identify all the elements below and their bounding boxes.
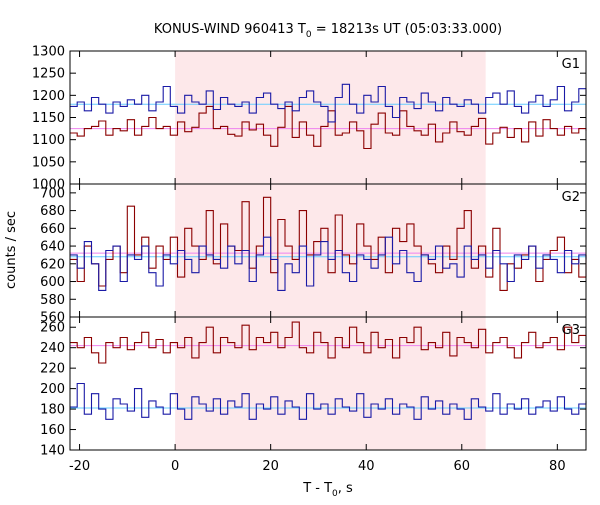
series-red-g3 <box>70 321 587 364</box>
x-tick-label: 60 <box>454 459 471 474</box>
chart-title: KONUS-WIND 960413 T0 = 18213s UT (05:03:… <box>154 22 502 40</box>
y-tick-label: 1250 <box>32 67 65 82</box>
series-blue-g2 <box>70 236 587 291</box>
highlight-interval <box>175 184 486 317</box>
y-tick-label: 200 <box>40 382 65 397</box>
y-tick-label: 1000 <box>32 178 65 193</box>
series-red-g2 <box>70 196 587 291</box>
y-tick-label: 1150 <box>32 111 65 126</box>
y-tick-label: 1100 <box>32 133 65 148</box>
panel-label: G1 <box>562 57 580 72</box>
y-tick-label: 680 <box>40 204 65 219</box>
panel-g3: 140 160 180 200 220 240 260 G3 <box>40 316 587 459</box>
y-tick-label: 180 <box>40 403 65 418</box>
y-tick-label: 1200 <box>32 89 65 104</box>
x-tick-label: 0 <box>171 459 179 474</box>
series-blue-g1 <box>70 83 587 123</box>
x-axis-label: T - T0, s <box>302 481 353 499</box>
panel-frame <box>69 316 587 451</box>
y-tick-label: 240 <box>40 341 65 356</box>
y-tick-label: 220 <box>40 362 65 377</box>
y-tick-label: 640 <box>40 240 65 255</box>
y-tick-label: 160 <box>40 423 65 438</box>
x-tick-label: -20 <box>69 459 90 474</box>
panel-label: G3 <box>562 323 580 338</box>
y-tick-label: 560 <box>40 311 65 326</box>
highlight-interval <box>175 51 486 184</box>
y-tick-label: 140 <box>40 444 65 459</box>
series-blue-g3 <box>70 382 587 420</box>
y-tick-label: 700 <box>40 186 65 201</box>
panel-g2: 560 580 600 620 640 660 680 700 G2 <box>40 183 587 326</box>
y-axis-label: counts / sec <box>4 211 19 289</box>
panel-g1: 1000 1050 1100 1150 1200 1250 1300 G1 <box>32 45 587 193</box>
y-tick-label: 660 <box>40 222 65 237</box>
x-tick-label: 20 <box>262 459 279 474</box>
highlight-interval <box>175 317 486 450</box>
y-tick-label: 260 <box>40 321 65 336</box>
y-tick-label: 1300 <box>32 45 65 60</box>
y-tick-label: 1050 <box>32 155 65 170</box>
panels-layer: 1000105011001150120012501300G15605806006… <box>32 45 587 474</box>
y-tick-label: 600 <box>40 275 65 290</box>
y-tick-label: 620 <box>40 257 65 272</box>
x-tick-label: 40 <box>358 459 375 474</box>
x-tick-label: 80 <box>549 459 566 474</box>
y-tick-label: 580 <box>40 293 65 308</box>
panel-label: G2 <box>562 190 580 205</box>
